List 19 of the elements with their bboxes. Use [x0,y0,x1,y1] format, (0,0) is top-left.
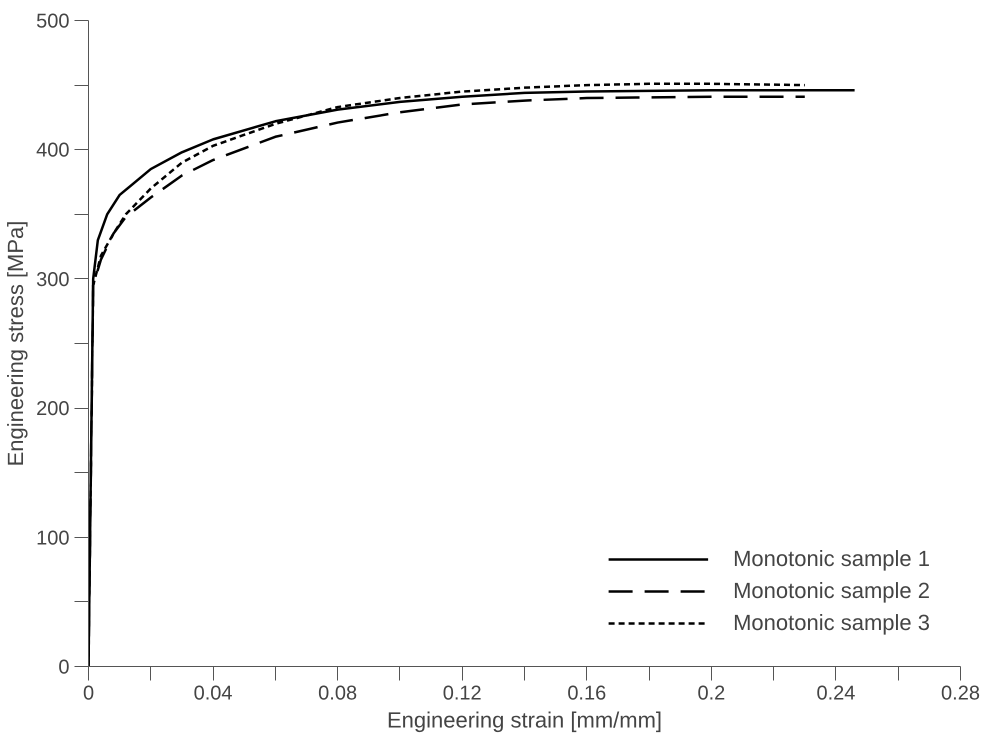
x-tick-label: 0.04 [194,682,233,704]
x-axis-title: Engineering strain [mm/mm] [386,708,662,732]
x-tick-label: 0 [82,682,94,704]
legend-label: Monotonic sample 3 [733,610,930,636]
y-tick-label: 500 [36,10,70,32]
x-tick-label: 0.24 [816,682,856,704]
x-tick-label: 0.16 [567,682,606,704]
legend-label: Monotonic sample 1 [733,546,930,572]
x-tick-label: 0.08 [318,682,358,704]
y-tick-label: 0 [58,656,70,678]
x-tick-label: 0.28 [941,682,980,704]
y-tick-label: 100 [36,527,70,550]
legend-label: Monotonic sample 2 [733,578,930,604]
y-tick-label: 400 [36,140,70,162]
y-tick-label: 300 [36,268,70,291]
x-tick-label: 0.12 [442,682,482,704]
y-tick-label: 200 [36,398,70,420]
x-tick-label: 0.2 [697,682,726,704]
y-axis-title: Engineering stress [MPa] [3,220,28,466]
